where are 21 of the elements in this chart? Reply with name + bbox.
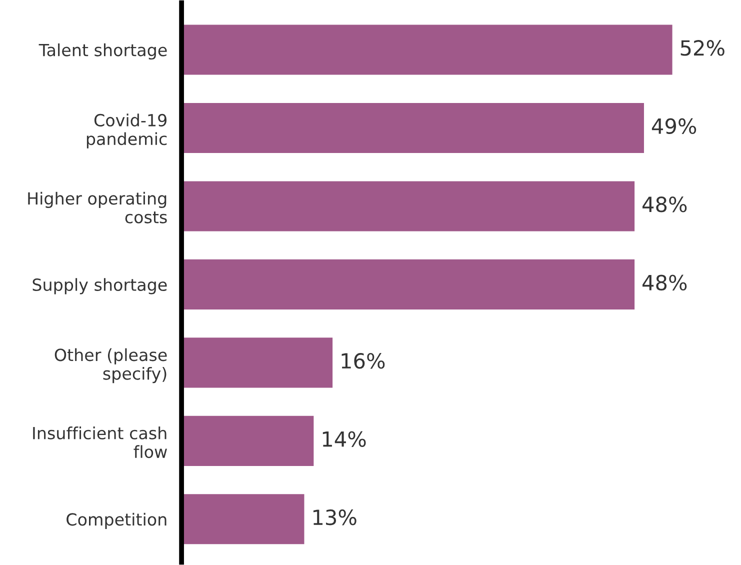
y-tick-label: Higher operating costs (28, 192, 167, 224)
data-label: 13% (313, 509, 356, 526)
y-tick-label: Supply shortage (32, 278, 167, 294)
bar (182, 416, 314, 466)
y-tick-label: Other (please specify) (54, 348, 167, 384)
y-tick-label: Insufficient cash flow (33, 426, 167, 458)
data-label: 48% (642, 274, 687, 290)
data-label: 52% (680, 40, 724, 56)
bar (182, 102, 644, 154)
data-label: 14% (322, 431, 366, 447)
data-label: 16% (342, 352, 385, 369)
y-tick-label: Talent shortage (38, 43, 167, 60)
data-label: 49% (652, 118, 696, 134)
y-tick-label: Competition (66, 512, 166, 529)
bar (182, 181, 635, 232)
bar (182, 338, 333, 388)
bar (182, 494, 304, 544)
data-label: 48% (642, 196, 687, 212)
bar (182, 259, 635, 310)
y-tick-label: Covid-19 pandemic (86, 114, 167, 148)
bar (182, 24, 672, 75)
